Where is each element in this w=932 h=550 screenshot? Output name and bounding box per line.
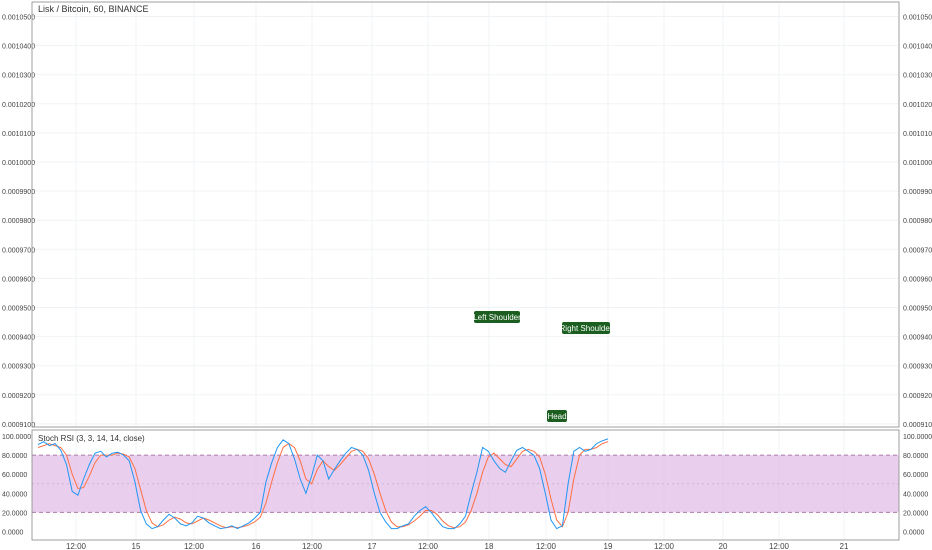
price-tick-label: 0.0009800 <box>2 218 35 225</box>
price-tick-label: 0.0009100 <box>2 422 35 429</box>
main-pane <box>32 2 899 427</box>
time-tick-label: 19 <box>604 542 613 550</box>
price-tick-label-right: 0.0009200 <box>903 393 932 400</box>
left-shoulder-label-bg <box>474 311 520 323</box>
stoch-tick-label: 80.0000 <box>2 453 27 460</box>
price-tick-label-right: 0.0009400 <box>903 335 932 342</box>
time-tick-label: 12:00 <box>184 542 205 550</box>
price-tick-label: 0.0009200 <box>2 393 35 400</box>
stoch-rsi-label: Stoch RSI (3, 3, 14, 14, close) <box>38 434 145 443</box>
price-tick-label: 0.0010300 <box>2 73 35 80</box>
head-label-bg <box>547 410 567 422</box>
time-tick-label: 17 <box>368 542 377 550</box>
price-tick-label-right: 0.0009100 <box>903 422 932 429</box>
price-tick-label-right: 0.0009800 <box>903 218 932 225</box>
chart-title: Lisk / Bitcoin, 60, BINANCE <box>38 4 149 14</box>
time-tick-label: 12:00 <box>536 542 557 550</box>
stoch-tick-label-right: 60.0000 <box>903 472 928 479</box>
time-tick-label: 15 <box>132 542 141 550</box>
head-label-text: Head <box>547 412 566 421</box>
stoch-band <box>32 455 899 513</box>
price-tick-label: 0.0010100 <box>2 131 35 138</box>
left-shoulder-label: Left Shoulder <box>473 311 521 323</box>
price-tick-label: 0.0009500 <box>2 306 35 313</box>
right-shoulder-label-text: Right Shoulder <box>560 324 613 333</box>
stoch-pane-border <box>31 429 900 541</box>
main-pane-border <box>31 1 900 428</box>
price-tick-label: 0.0009300 <box>2 364 35 371</box>
price-tick-label: 0.0010400 <box>2 44 35 51</box>
time-tick-label: 12:00 <box>66 542 87 550</box>
stoch-tick-label-right: 80.0000 <box>903 453 928 460</box>
right-shoulder-label: Right Shoulder <box>560 322 613 334</box>
price-tick-label-right: 0.0010400 <box>903 44 932 51</box>
price-tick-label: 0.0009400 <box>2 335 35 342</box>
time-tick-label: 12:00 <box>302 542 323 550</box>
right-shoulder-label-bg <box>562 322 610 334</box>
price-tick-label-right: 0.0009500 <box>903 306 932 313</box>
head-label: Head <box>547 410 567 422</box>
stoch-tick-label: 20.0000 <box>2 510 27 517</box>
price-tick-label-right: 0.0010000 <box>903 160 932 167</box>
time-tick-label: 12:00 <box>769 542 790 550</box>
price-tick-label: 0.0009700 <box>2 247 35 254</box>
time-tick-label: 16 <box>252 542 261 550</box>
price-tick-label: 0.0010500 <box>2 15 35 22</box>
horizontal-grid <box>32 16 899 425</box>
stoch-tick-label: 60.0000 <box>2 472 27 479</box>
price-tick-label: 0.0010200 <box>2 102 35 109</box>
price-tick-label: 0.0010000 <box>2 160 35 167</box>
stoch-tick-label: 40.0000 <box>2 491 27 498</box>
stoch-tick-label-right: 0.0000 <box>903 530 925 537</box>
price-tick-label-right: 0.0010100 <box>903 131 932 138</box>
left-shoulder-label-text: Left Shoulder <box>473 313 521 322</box>
price-tick-label-right: 0.0009600 <box>903 276 932 283</box>
time-tick-label: 20 <box>719 542 728 550</box>
stoch-k-line <box>37 438 609 530</box>
price-tick-label: 0.0009900 <box>2 189 35 196</box>
stoch-tick-label-right: 20.0000 <box>903 510 928 517</box>
price-tick-label-right: 0.0010300 <box>903 73 932 80</box>
price-tick-label-right: 0.0009900 <box>903 189 932 196</box>
price-tick-label-right: 0.0010200 <box>903 102 932 109</box>
stoch-tick-label-right: 40.0000 <box>903 491 928 498</box>
time-tick-label: 18 <box>485 542 494 550</box>
price-tick-label-right: 0.0009300 <box>903 364 932 371</box>
stoch-tick-label: 0.0000 <box>2 530 24 537</box>
price-tick-label: 0.0009600 <box>2 276 35 283</box>
stoch-tick-label-right: 100.0000 <box>903 434 932 441</box>
price-tick-label-right: 0.0009700 <box>903 247 932 254</box>
stoch-tick-label: 100.0000 <box>2 434 31 441</box>
stoch-lines <box>37 438 609 530</box>
time-tick-label: 12:00 <box>418 542 439 550</box>
price-tick-label-right: 0.0010500 <box>903 15 932 22</box>
time-tick-label: 12:00 <box>654 542 675 550</box>
time-tick-label: 21 <box>840 542 849 550</box>
